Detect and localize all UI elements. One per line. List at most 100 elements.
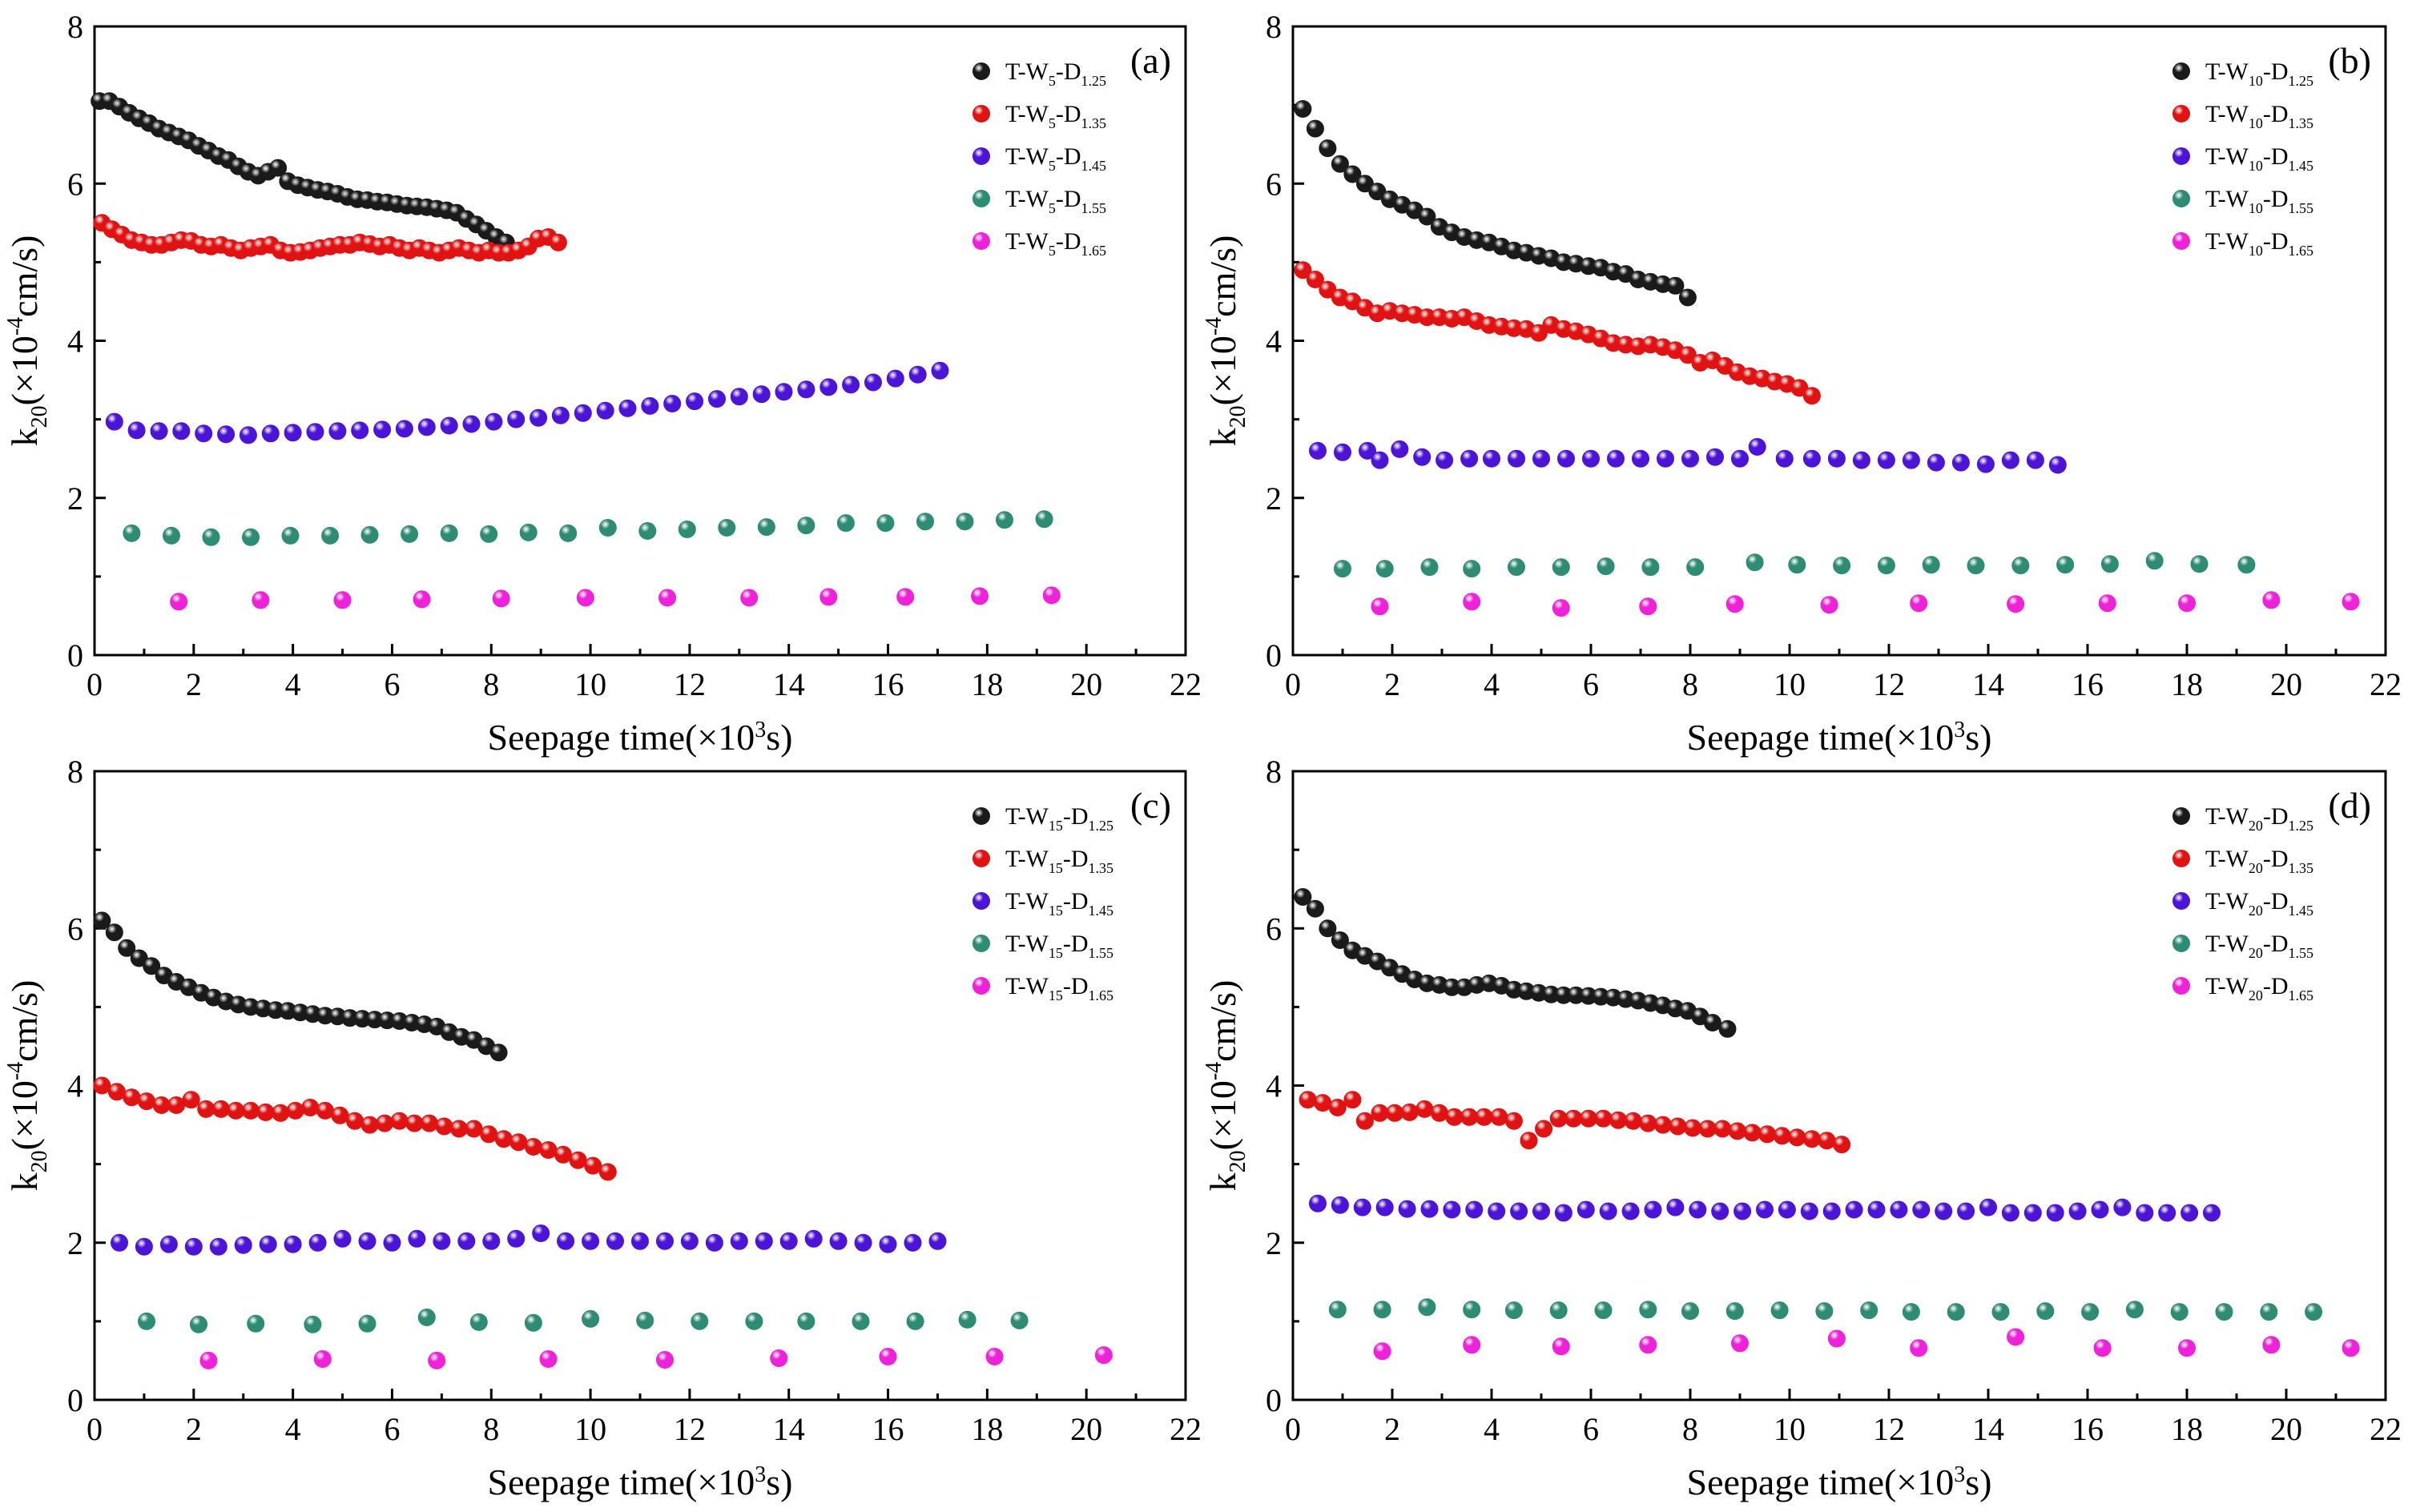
legend-label-part: -D xyxy=(1063,931,1089,957)
y-axis-title: k20(×10-4cm/s) xyxy=(3,235,52,447)
data-point xyxy=(1802,1130,1821,1148)
data-point xyxy=(686,392,704,411)
data-point xyxy=(2180,1204,2199,1222)
data-point xyxy=(256,1103,275,1121)
data-point xyxy=(2158,1204,2176,1222)
data-point xyxy=(842,376,860,394)
x-tick-label: 18 xyxy=(2171,1411,2203,1447)
data-point xyxy=(1833,557,1851,575)
data-point xyxy=(227,1101,245,1120)
data-point xyxy=(730,388,748,406)
data-point xyxy=(480,525,498,543)
data-point xyxy=(1594,1109,1613,1128)
data-point xyxy=(489,1044,508,1062)
data-point xyxy=(1867,1200,1886,1219)
x-tick-label: 18 xyxy=(2171,666,2203,702)
data-point xyxy=(1420,1200,1439,1218)
y-tick-label: 2 xyxy=(67,1225,83,1261)
data-point xyxy=(1334,560,1351,578)
data-point xyxy=(1877,451,1895,469)
data-point xyxy=(465,1120,483,1138)
data-point xyxy=(247,1314,265,1333)
data-point xyxy=(1594,1301,1613,1320)
data-point xyxy=(1306,119,1324,138)
x-axis-title-sup: 3 xyxy=(755,1462,766,1487)
legend-label-part: -D xyxy=(1063,803,1089,830)
legend-marker xyxy=(972,147,990,165)
panel-label: (c) xyxy=(1130,785,1171,826)
legend-label-sub: 1.25 xyxy=(2289,818,2314,834)
y-tick-label: 6 xyxy=(67,166,83,202)
legend-label: T-W15-D1.55 xyxy=(1005,931,1113,961)
data-point xyxy=(428,1351,446,1369)
data-point xyxy=(405,1114,424,1132)
y-axis-title-sub: 20 xyxy=(1226,405,1250,428)
legend-label-part: T-W xyxy=(2205,143,2249,170)
x-tick-label: 22 xyxy=(1170,1411,1202,1447)
legend-label-sub: 20 xyxy=(2249,860,2263,876)
data-point xyxy=(2048,456,2067,474)
data-point xyxy=(2007,595,2025,613)
data-point xyxy=(971,587,989,605)
chart-panel-1: 0 2 4 6 8 10 12 14 16 18 20 22 0 2 4 6 8 Seepage time(×10… xyxy=(3,9,1202,758)
y-tick-label: 6 xyxy=(67,911,83,947)
data-point xyxy=(2262,591,2281,609)
y-axis-title-mid: (×10 xyxy=(1202,336,1243,405)
data-point xyxy=(123,524,141,542)
data-point xyxy=(272,1104,290,1122)
data-point xyxy=(1599,1202,1617,1220)
legend-label: T-W20-D1.25 xyxy=(2205,803,2313,834)
legend-label-sub: 20 xyxy=(2249,945,2263,961)
legend-label-sub: 1.65 xyxy=(1081,243,1107,259)
x-tick-label: 8 xyxy=(1682,1411,1698,1447)
x-tick-label: 0 xyxy=(87,666,103,702)
legend-label-sub: 5 xyxy=(1049,200,1056,216)
data-point xyxy=(1564,1109,1583,1128)
data-point xyxy=(390,1112,409,1130)
data-point xyxy=(1639,1336,1657,1354)
data-point xyxy=(413,590,431,609)
x-tick-label: 22 xyxy=(2370,666,2402,702)
data-point xyxy=(1935,1202,1953,1220)
data-point xyxy=(360,525,379,544)
legend-label-sub: 20 xyxy=(2249,987,2263,1003)
data-point xyxy=(152,1096,171,1114)
data-point xyxy=(2113,1198,2132,1216)
data-point xyxy=(2007,1328,2025,1346)
data-point xyxy=(313,1350,332,1368)
x-tick-label: 20 xyxy=(2270,1411,2302,1447)
legend-marker xyxy=(972,105,990,123)
y-axis-title-mid: (×10 xyxy=(1202,1080,1243,1150)
data-point xyxy=(1731,449,1749,468)
y-axis-title-sup: -4 xyxy=(3,1062,28,1080)
y-tick-label: 6 xyxy=(1266,166,1282,202)
data-point xyxy=(2260,1303,2278,1321)
legend-label-part: -D xyxy=(1056,228,1081,255)
x-tick-label: 4 xyxy=(285,666,301,702)
legend-label: T-W15-D1.45 xyxy=(1005,888,1113,919)
data-point xyxy=(770,1349,788,1367)
data-point xyxy=(1733,1202,1752,1220)
data-point xyxy=(775,383,793,401)
legend-label-part: T-W xyxy=(2205,888,2249,915)
x-axis-title-unit: s) xyxy=(766,717,792,758)
legend-label-sub: 15 xyxy=(1049,903,1063,919)
legend-label-sub: 15 xyxy=(1049,987,1063,1003)
data-point xyxy=(1535,1120,1553,1138)
data-point xyxy=(1725,595,1744,613)
data-point xyxy=(239,426,257,444)
x-tick-label: 12 xyxy=(1873,666,1905,702)
legend-label-sub: 1.55 xyxy=(1081,200,1107,216)
legend-label-sub: 1.25 xyxy=(1089,818,1114,834)
x-axis-title-sup: 3 xyxy=(755,718,766,742)
data-point xyxy=(530,408,548,427)
data-point xyxy=(656,1232,674,1250)
x-tick-label: 2 xyxy=(186,1411,202,1447)
legend-label-sub: 1.25 xyxy=(2289,73,2314,89)
data-point xyxy=(1430,1104,1448,1122)
data-point xyxy=(351,421,369,440)
data-point xyxy=(182,1091,200,1109)
data-point xyxy=(2215,1303,2233,1321)
data-point xyxy=(574,404,592,422)
data-point xyxy=(138,1092,155,1111)
